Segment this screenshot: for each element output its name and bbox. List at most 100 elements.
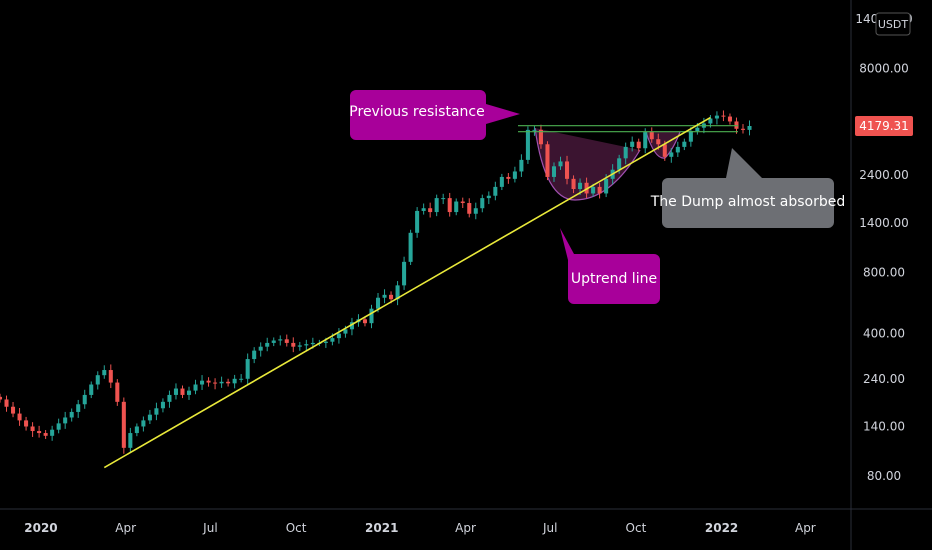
candle-body [649, 132, 654, 140]
candle [460, 197, 465, 209]
candle-body [330, 338, 335, 342]
candle [37, 425, 42, 438]
candle-body [467, 203, 472, 214]
candle-body [56, 423, 61, 430]
callout-uptrend-line: Uptrend line [560, 228, 660, 304]
candle [545, 141, 550, 181]
x-tick-label: 2021 [365, 521, 398, 535]
candle [493, 181, 498, 201]
candle [108, 364, 113, 389]
candle-body [336, 333, 341, 339]
candle [454, 198, 459, 216]
candle [532, 125, 537, 136]
candle-body [147, 414, 152, 421]
candle [0, 393, 3, 403]
candle-body [95, 375, 100, 385]
candle [291, 337, 296, 353]
candle [565, 155, 570, 185]
candle-body [506, 176, 511, 179]
candle-body [219, 381, 224, 384]
last-price-badge: 4179.31 [855, 116, 913, 136]
candle-body [102, 370, 107, 376]
candle-body [656, 139, 661, 145]
candle-body [284, 339, 289, 343]
candle-body [297, 345, 302, 347]
candle-body [24, 420, 29, 427]
candle [551, 162, 557, 182]
candle-body [578, 182, 583, 190]
candle [486, 191, 491, 205]
candle-body [408, 232, 413, 262]
candle-body [226, 381, 231, 384]
candle-body [200, 380, 205, 385]
candle-body [675, 146, 680, 153]
candle-body [343, 329, 348, 334]
x-tick-label: Jul [542, 521, 557, 535]
candle [11, 402, 16, 418]
candle [408, 229, 413, 266]
candle-body [0, 396, 3, 400]
candle-body [232, 378, 237, 384]
candle [415, 207, 420, 238]
candle [258, 342, 263, 357]
candle-body [186, 390, 192, 395]
candle [206, 377, 211, 387]
candle [4, 395, 9, 412]
candle [154, 402, 159, 421]
candle-body [89, 384, 94, 395]
candle [525, 126, 530, 164]
candle-body [252, 350, 257, 360]
candle-body [499, 176, 504, 187]
candle [428, 202, 433, 218]
candle-body [428, 208, 433, 213]
candle [252, 347, 257, 364]
callout-uptrend-label: Uptrend line [571, 271, 657, 287]
candle [558, 156, 563, 170]
candle [134, 423, 139, 437]
candle [467, 198, 472, 218]
x-tick-label: Oct [626, 521, 647, 535]
candle-body [30, 426, 35, 432]
candle-body [597, 186, 602, 194]
candle-body [441, 198, 446, 200]
candle-body [154, 408, 159, 415]
x-tick-label: 2022 [705, 521, 738, 535]
candle [128, 427, 133, 453]
candle [102, 365, 107, 379]
candle [395, 281, 400, 306]
candle [336, 328, 341, 344]
candle-body [4, 399, 9, 407]
unit-label: USDT [878, 18, 909, 31]
candle-body [493, 186, 498, 196]
candle-body [206, 380, 211, 383]
candle [284, 334, 289, 347]
candle [623, 142, 628, 165]
candle [747, 120, 752, 136]
candle-body [591, 186, 596, 194]
candle-body [167, 394, 172, 402]
candle [740, 124, 746, 134]
candle-body [11, 406, 16, 414]
candle-body [369, 308, 374, 324]
candle [369, 304, 374, 329]
candle [50, 425, 55, 441]
candle [213, 378, 218, 390]
candle [675, 141, 680, 157]
candle [226, 378, 231, 387]
unit-badge[interactable]: USDT [875, 12, 911, 36]
candle-body [50, 429, 55, 436]
candle-body [721, 115, 726, 117]
candle [506, 173, 511, 184]
x-axis: 2020 Apr Jul Oct 2021 Apr Jul Oct 2022 Apr [24, 521, 816, 535]
x-tick-label: Apr [795, 521, 816, 535]
candle-body [454, 201, 459, 213]
candle-body [682, 141, 687, 147]
callout-previous-resistance-label: Previous resistance [349, 104, 484, 120]
candle-body [695, 127, 700, 131]
candle [571, 175, 576, 194]
candle-body [714, 115, 719, 119]
y-tick-label: 140.00 [863, 419, 905, 433]
candle-body [747, 126, 752, 130]
